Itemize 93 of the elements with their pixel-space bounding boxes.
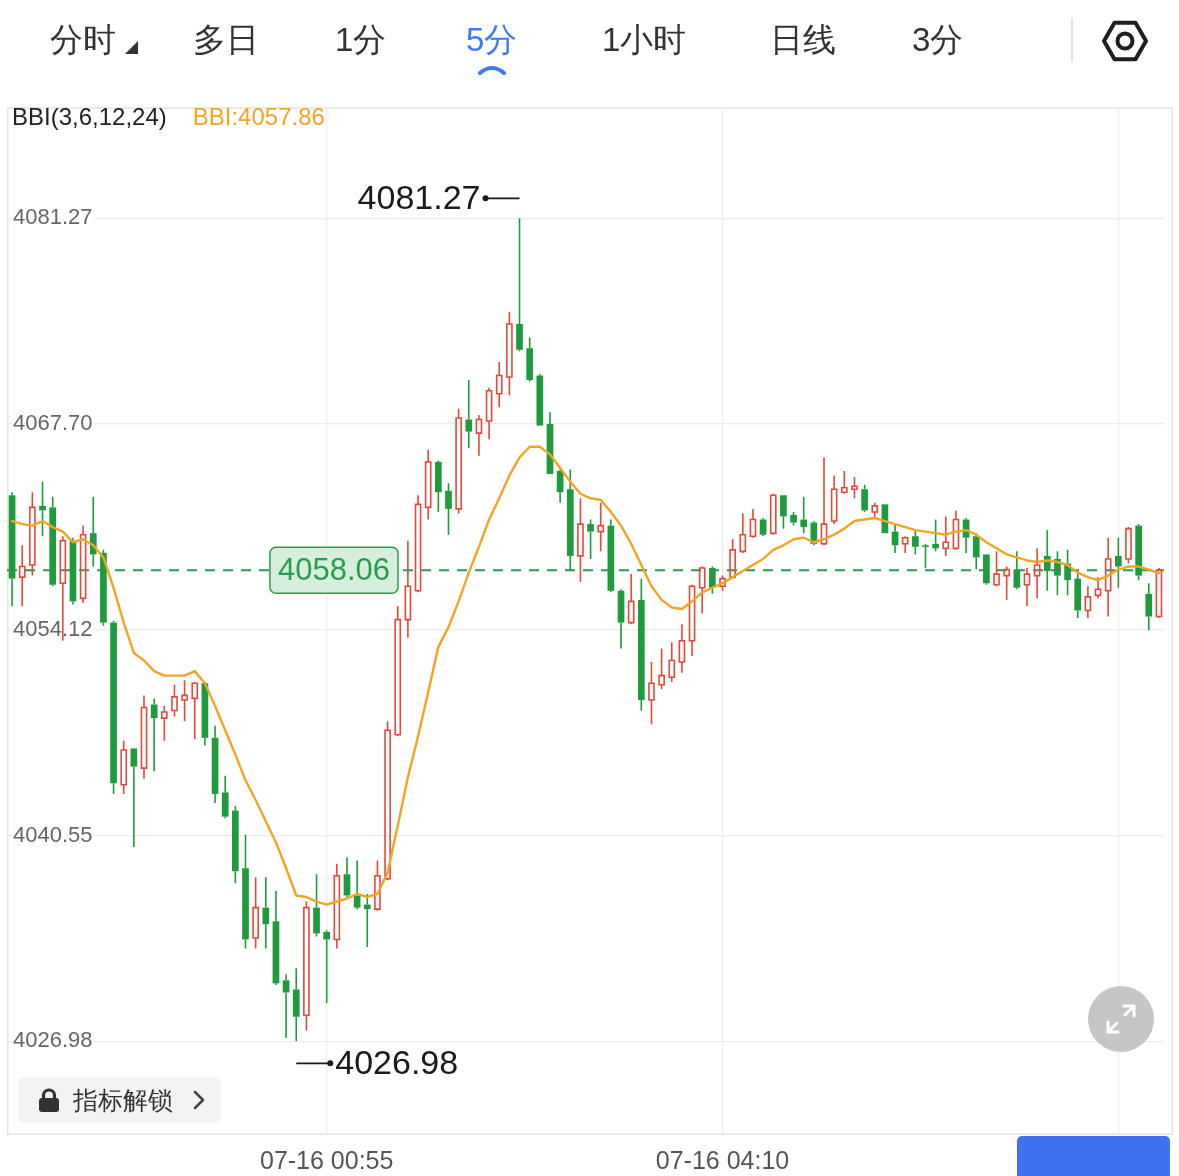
text: 5分 <box>466 20 518 60</box>
candlestick <box>688 583 696 657</box>
y-tick-label: 4026.98 <box>13 1027 93 1053</box>
candlestick <box>617 588 625 650</box>
candlestick <box>120 740 128 795</box>
candlestick <box>323 929 331 1004</box>
y-tick-label: 4040.55 <box>13 821 93 847</box>
candlestick <box>252 876 259 950</box>
candlestick <box>282 973 290 1039</box>
candlestick <box>516 217 523 353</box>
candlestick <box>637 577 645 712</box>
candlestick <box>303 900 310 1032</box>
candlestick <box>333 862 341 950</box>
candlestick <box>678 623 686 674</box>
y-tick-label: 4081.27 <box>13 204 93 230</box>
x-tick-label: 07-16 04:10 <box>655 1145 790 1174</box>
candlestick <box>404 539 412 639</box>
candlestick <box>485 386 493 440</box>
candlestick <box>221 774 229 819</box>
candlestick <box>1033 547 1041 600</box>
candlestick <box>414 494 422 594</box>
candlestick <box>160 705 168 742</box>
text: 1分 <box>335 20 387 60</box>
x-tick-label: 07-16 00:55 <box>259 1145 394 1174</box>
text: BBI:4057.86 <box>192 102 325 132</box>
text: 日线 <box>770 20 836 60</box>
candlestick <box>1104 536 1112 618</box>
candlestick <box>39 480 46 538</box>
ref-line-label: 4058.06 <box>277 551 390 587</box>
candlestick <box>353 859 361 910</box>
candlestick <box>313 873 320 938</box>
candlestick <box>363 893 371 948</box>
candlestick <box>1023 567 1031 607</box>
candlestick <box>262 876 270 950</box>
candlestick <box>830 474 838 525</box>
annotation: 4081.27 <box>357 177 481 216</box>
candlestick <box>749 508 757 539</box>
candlestick <box>29 491 36 577</box>
candlestick <box>942 515 950 557</box>
candlestick <box>587 518 594 560</box>
candlestick <box>972 532 980 571</box>
candlestick <box>130 748 138 848</box>
candlestick <box>658 647 665 691</box>
text: 分时 <box>50 20 116 60</box>
candlestick <box>465 379 473 450</box>
candlestick <box>1074 570 1082 619</box>
candlestick <box>901 535 909 554</box>
candlestick <box>1003 565 1011 601</box>
candlestick <box>181 679 188 722</box>
candlestick <box>566 468 574 572</box>
candlestick <box>648 661 655 725</box>
y-tick-label: 4067.70 <box>13 410 93 436</box>
candlestick <box>79 524 87 604</box>
candlestick <box>506 311 513 397</box>
candlestick <box>800 495 808 534</box>
candlestick <box>577 497 584 583</box>
candlestick <box>424 449 432 521</box>
candlestick <box>445 482 452 536</box>
candlestick <box>1084 585 1092 619</box>
candlestick <box>932 518 939 553</box>
candlestick <box>191 680 199 741</box>
candlestick <box>698 565 706 615</box>
annotation: 4026.98 <box>335 1042 459 1081</box>
annotation: 指标解锁 <box>73 1085 173 1116</box>
candlestick <box>140 694 148 780</box>
candlestick <box>993 550 1000 588</box>
candlestick <box>983 554 990 586</box>
candlestick <box>627 573 635 625</box>
text: 多日 <box>193 20 259 60</box>
candlestick <box>597 502 605 553</box>
candlestick <box>18 544 26 607</box>
candlestick <box>150 697 158 772</box>
candlestick <box>171 683 178 718</box>
candlestick <box>394 605 402 738</box>
candlestick <box>820 456 828 547</box>
candlestick <box>739 512 747 554</box>
candlestick <box>1145 582 1153 631</box>
candlestick <box>292 967 300 1043</box>
candlestick <box>851 476 858 500</box>
candlestick <box>952 509 960 551</box>
candlestick <box>1094 576 1102 600</box>
candlestick <box>242 834 249 950</box>
candlestick <box>1013 550 1021 591</box>
candlestick <box>668 641 676 683</box>
candlestick <box>475 414 483 457</box>
legend-title: BBI(3,6,12,24) <box>12 102 167 132</box>
text: 1小时 <box>602 20 687 60</box>
candlestick <box>495 361 503 409</box>
candlestick <box>840 470 848 495</box>
candlestick <box>1114 536 1122 589</box>
candlestick <box>434 459 442 513</box>
text: 3分 <box>912 20 964 60</box>
candlestick <box>536 373 544 426</box>
